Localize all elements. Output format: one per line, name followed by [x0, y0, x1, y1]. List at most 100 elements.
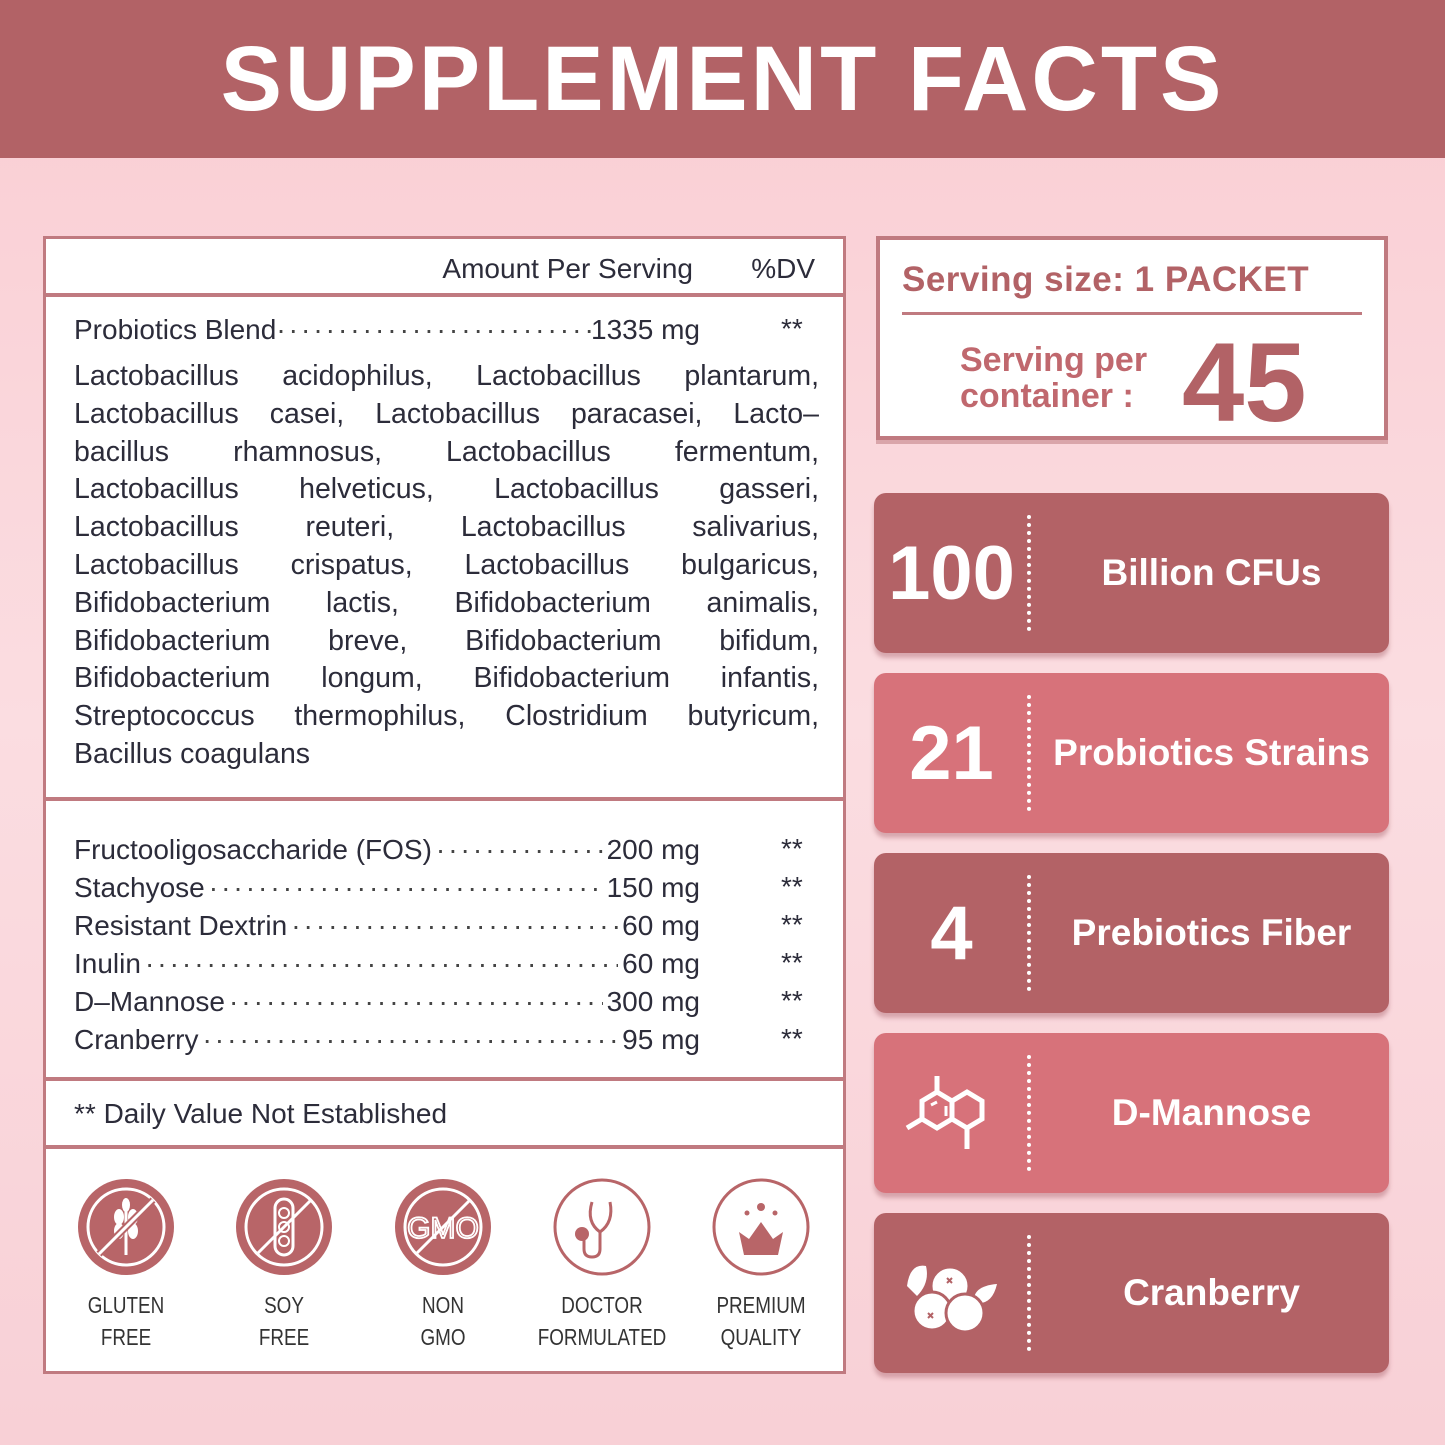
strain-line: Lactobacillus casei, Lactobacillus parac… — [74, 397, 819, 430]
molecule-icon — [905, 1076, 985, 1149]
ingredient-amount: 60 mg — [622, 948, 700, 979]
crown-icon — [712, 1178, 810, 1276]
amount-header: Amount Per Serving — [442, 253, 693, 284]
ingredient-dv: ** — [781, 909, 803, 940]
blend-dv: ** — [781, 313, 803, 344]
strain-line: Lactobacillus crispatus, Lactobacillus b… — [74, 548, 819, 581]
ingredient-name: Stachyose — [74, 872, 205, 903]
dotted-divider — [1027, 1055, 1031, 1171]
strain-line: Lactobacillus reuteri, Lactobacillus sal… — [74, 511, 819, 544]
ingredient-amount: 150 mg — [606, 872, 700, 903]
strain-list: Lactobacillus acidophilus, Lactobacillus… — [74, 358, 819, 774]
strain-line: Streptococcus thermophilus, Clostridium … — [74, 700, 819, 733]
card-number: 4 — [930, 890, 973, 976]
card-d-mannose: D-Mannose — [874, 1033, 1389, 1193]
dot-leader: ········································… — [228, 986, 603, 1017]
facts-header: Amount Per Serving %DV — [46, 239, 843, 297]
card-number: 100 — [888, 530, 1015, 616]
dot-leader: ········································… — [144, 948, 618, 979]
badge-label: GLUTEN — [87, 1292, 165, 1318]
badge-gluten-free: GLUTEN FREE — [46, 1177, 206, 1353]
cranberry-icon — [907, 1265, 997, 1334]
badge-label: QUALITY — [720, 1324, 802, 1350]
servings-per-container-value: 45 — [1182, 320, 1307, 445]
badge-doctor-formulated: DOCTOR FORMULATED — [522, 1177, 682, 1353]
ingredient-dv: ** — [781, 947, 803, 978]
ingredient-dv: ** — [781, 871, 803, 902]
ingredient-row: Fructooligosaccharide (FOS) ·············… — [74, 831, 700, 869]
badge-non-gmo: GMO NON GMO — [363, 1177, 523, 1353]
ingredient-amount: 300 mg — [606, 986, 700, 1017]
card-cfus: 100 Billion CFUs — [874, 493, 1389, 653]
ingredient-row: D–Mannose·······························… — [74, 983, 700, 1021]
ingredient-amount: 200 mg — [606, 834, 700, 865]
dv-header: %DV — [751, 253, 815, 284]
ingredient-row: Resistant Dextrin ·······················… — [74, 907, 700, 945]
strain-line: bacillus rhamnosus, Lactobacillus fermen… — [74, 435, 819, 468]
badge-label: FORMULATED — [537, 1324, 667, 1350]
badges-row: GLUTEN FREE SOY FREE GMO NON GMO DOCTOR FORM… — [46, 1149, 843, 1374]
ingredient-name: Inulin — [74, 948, 141, 979]
ingredient-name: Resistant Dextrin — [74, 910, 288, 941]
no-gluten-icon — [78, 1179, 174, 1275]
badge-label: NON — [422, 1292, 464, 1318]
card-fiber: 4 Prebiotics Fiber — [874, 853, 1389, 1013]
no-soy-icon — [236, 1179, 332, 1275]
serving-size: Serving size: 1 PACKET — [902, 260, 1310, 299]
card-label: D-Mannose — [1111, 1092, 1312, 1133]
strain-line: Lactobacillus helveticus, Lactobacillus … — [74, 473, 819, 506]
blend-name: Probiotics Blend — [74, 314, 277, 345]
dotted-divider — [1027, 1235, 1031, 1351]
footnote-text: ** Daily Value Not Established — [74, 1098, 448, 1129]
ingredient-dv: ** — [781, 1023, 803, 1054]
ingredient-name: Fructooligosaccharide (FOS) — [74, 834, 432, 865]
dotted-divider — [1027, 875, 1031, 991]
badge-label: GMO — [420, 1324, 466, 1350]
label-line: Serving per — [960, 341, 1148, 379]
card-label: Prebiotics Fiber — [1071, 912, 1352, 953]
blend-amount: 1335 mg — [591, 314, 700, 345]
ingredient-dv: ** — [781, 985, 803, 1016]
footnote: ** Daily Value Not Established — [46, 1081, 843, 1149]
supplement-facts-panel: Amount Per Serving %DV Probiotics Blend … — [43, 236, 846, 1374]
stethoscope-icon — [553, 1178, 651, 1276]
divider — [902, 312, 1362, 315]
ingredient-row: Stachyose ·······························… — [74, 869, 700, 907]
ingredient-row: Cranberry ·······························… — [74, 1021, 700, 1059]
badge-label: FREE — [100, 1324, 152, 1350]
strain-line: Bifidobacterium lactis, Bifidobacterium … — [74, 586, 819, 619]
card-label: Probiotics Strains — [1053, 732, 1370, 773]
prebiotics-section: Fructooligosaccharide (FOS) ·············… — [46, 801, 843, 1081]
badge-premium-quality: PREMIUM QUALITY — [681, 1177, 841, 1353]
card-strains: 21 Probiotics Strains — [874, 673, 1389, 833]
badge-label: DOCTOR — [561, 1292, 643, 1318]
dotted-divider — [1027, 515, 1031, 631]
ingredient-name: D–Mannose — [74, 986, 225, 1017]
dot-leader: ········································… — [208, 872, 603, 903]
no-gmo-icon: GMO — [395, 1179, 491, 1275]
title-banner: SUPPLEMENT FACTS — [0, 0, 1445, 158]
dot-leader: ········································… — [291, 910, 618, 941]
strain-line: Bifidobacterium breve, Bifidobacterium b… — [74, 624, 819, 657]
badge-soy-free: SOY FREE — [204, 1177, 364, 1353]
dot-leader: ········································… — [202, 1024, 619, 1055]
ingredient-name: Cranberry — [74, 1024, 199, 1055]
badge-label: SOY — [264, 1292, 304, 1318]
dot-leader: ········································… — [276, 314, 591, 345]
dotted-divider — [1027, 695, 1031, 811]
card-label: Billion CFUs — [1101, 552, 1322, 593]
strain-line: Bacillus coagulans — [74, 737, 311, 770]
servings-per-container-label: Serving per container : — [960, 342, 1147, 414]
page-title: SUPPLEMENT FACTS — [220, 27, 1225, 130]
badge-label: FREE — [258, 1324, 310, 1350]
ingredient-dv: ** — [781, 833, 803, 864]
card-number: 21 — [909, 710, 994, 796]
card-label: Cranberry — [1123, 1272, 1300, 1313]
serving-info-box: Serving size: 1 PACKET Serving per contai… — [876, 236, 1388, 445]
ingredient-row: Inulin ··································… — [74, 945, 700, 983]
blend-row: Probiotics Blend ·······················… — [74, 311, 700, 349]
label-line: container : — [960, 377, 1134, 415]
probiotics-section: Probiotics Blend ·······················… — [46, 297, 843, 801]
ingredient-amount: 60 mg — [622, 910, 700, 941]
strain-line: Lactobacillus acidophilus, Lactobacillus… — [74, 360, 819, 392]
